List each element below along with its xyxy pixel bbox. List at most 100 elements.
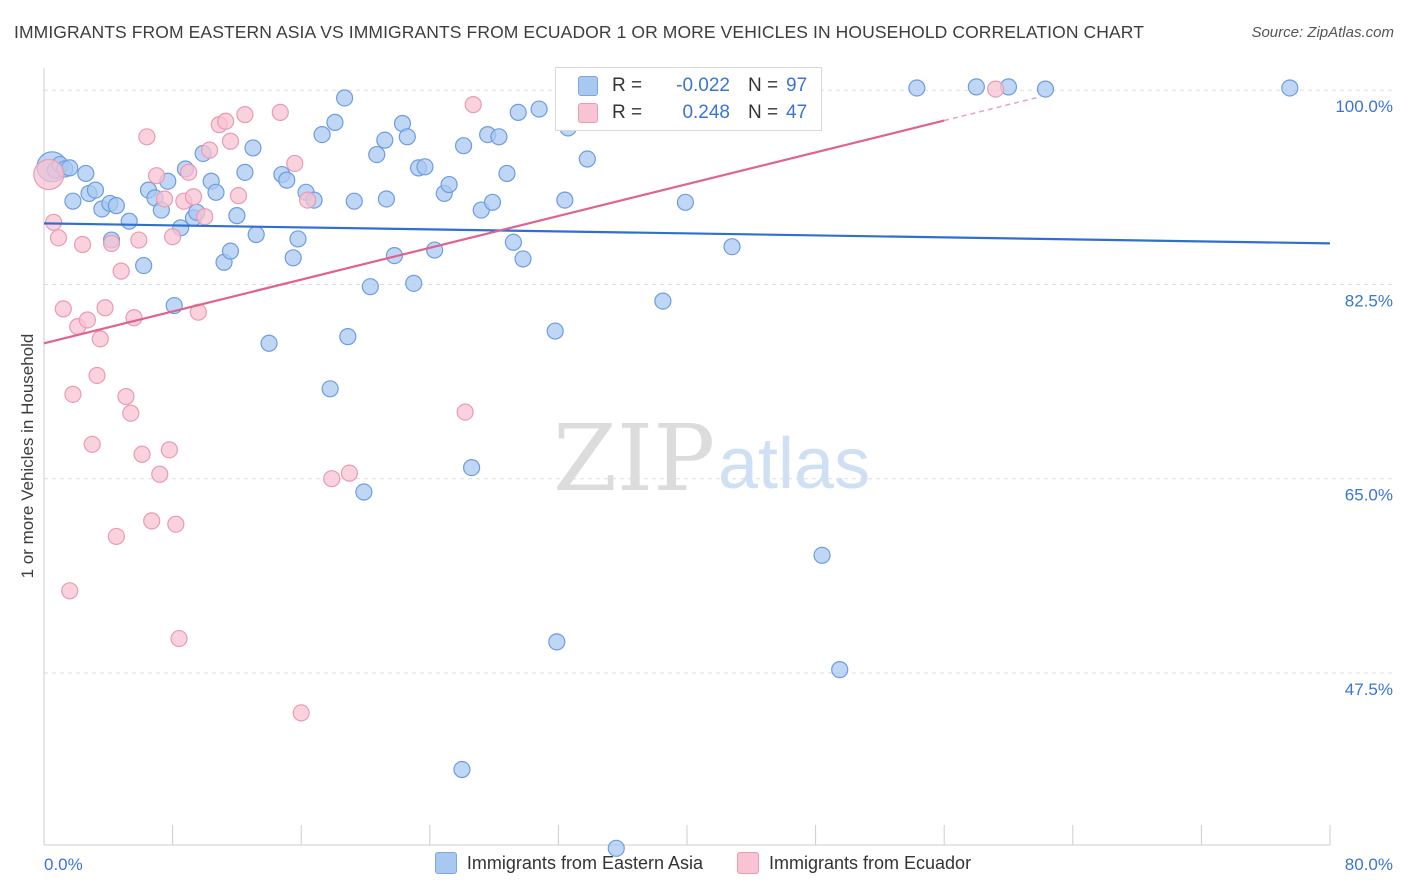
eastern-asia-point — [967, 78, 985, 96]
eastern-asia-point — [244, 139, 262, 157]
eastern-asia-point — [546, 322, 564, 340]
eastern-asia-point — [578, 150, 596, 168]
legend-swatch-eastern-asia — [578, 76, 598, 96]
ecuador-point — [78, 311, 97, 329]
watermark-atlas: atlas — [718, 424, 870, 504]
eastern-asia-point — [135, 256, 153, 275]
ecuador-point — [64, 385, 82, 403]
ecuador-point — [49, 229, 68, 247]
legend-row-eastern-asia: R = -0.022 N = 97 — [556, 72, 807, 100]
eastern-asia-point — [120, 212, 138, 230]
ecuador-point — [299, 191, 317, 209]
eastern-asia-point — [509, 103, 527, 122]
ecuador-point — [122, 404, 140, 422]
eastern-asia-point — [548, 633, 566, 651]
eastern-asia-point — [368, 145, 386, 164]
legend-n-value: 97 — [786, 75, 808, 96]
eastern-asia-point — [284, 249, 302, 267]
x-tick-label: 0.0% — [44, 855, 83, 874]
ecuador-point — [271, 103, 289, 122]
legend-n-key: N = — [748, 102, 779, 123]
watermark: ZIP atlas — [553, 405, 870, 512]
ecuador-trend-extension — [944, 95, 1041, 122]
ecuador-point — [323, 470, 341, 488]
ecuador-point — [147, 167, 166, 185]
eastern-asia-point — [483, 193, 502, 211]
legend-row-ecuador: R = 0.248 N = 47 — [556, 99, 807, 127]
eastern-asia-point — [228, 207, 246, 225]
ecuador-point — [164, 228, 182, 246]
eastern-asia-point — [355, 483, 373, 501]
eastern-asia-point — [813, 546, 831, 564]
series-legend-ecuador[interactable]: Immigrants from Ecuador — [737, 852, 971, 874]
ecuador-point — [102, 234, 121, 252]
chart-title: IMMIGRANTS FROM EASTERN ASIA VS IMMIGRAN… — [14, 22, 1144, 42]
ecuador-point — [151, 465, 169, 483]
eastern-asia-point — [405, 274, 423, 292]
eastern-asia-point — [1036, 80, 1055, 98]
eastern-asia-trend-line — [43, 222, 1331, 245]
ecuador-point — [184, 188, 203, 206]
trend-lines — [43, 95, 1331, 345]
ecuador-point — [200, 141, 219, 159]
y-tick-label: 65.0% — [1345, 486, 1393, 505]
ecuador-point — [160, 441, 178, 459]
eastern-asia-point — [530, 100, 548, 118]
watermark-zip: ZIP — [553, 405, 715, 512]
ecuador-point — [107, 527, 125, 546]
ecuador-point — [155, 190, 174, 208]
correlation-legend: R = -0.022 N = 97 R = 0.248 N = 47 — [555, 67, 822, 131]
ecuador-point — [236, 106, 254, 124]
eastern-asia-point — [398, 128, 416, 146]
legend-r-value: -0.022 — [676, 75, 730, 96]
eastern-asia-point — [336, 89, 354, 107]
eastern-asia-point — [676, 193, 694, 211]
ecuador-point — [286, 154, 304, 173]
eastern-asia-point — [260, 334, 278, 352]
ecuador-point — [130, 231, 148, 249]
y-tick-label: 100.0% — [1335, 97, 1393, 116]
eastern-asia-point — [498, 164, 516, 183]
eastern-asia-point — [377, 190, 395, 208]
ecuador-point — [217, 112, 235, 130]
legend-n-value: 47 — [786, 102, 808, 123]
eastern-asia-point — [339, 328, 357, 346]
ecuador-point — [221, 132, 240, 150]
series-ecuador-points — [33, 80, 1005, 722]
eastern-asia-point — [514, 250, 532, 268]
eastern-asia-point — [313, 126, 331, 144]
tick-labels: 100.0% 82.5% 65.0% 47.5% 0.0% 80.0% — [44, 97, 1393, 874]
ecuador-point — [45, 213, 63, 231]
ecuador-point — [88, 366, 106, 385]
series-legend-eastern-asia[interactable]: Immigrants from Eastern Asia — [434, 852, 703, 874]
ecuador-point — [112, 262, 130, 280]
ecuador-point — [456, 403, 474, 421]
legend-r-key: R = — [612, 102, 643, 123]
eastern-asia-point — [221, 242, 240, 260]
eastern-asia-point — [207, 183, 225, 201]
series-legend-label: Immigrants from Ecuador — [769, 852, 972, 873]
eastern-asia-point — [607, 839, 625, 857]
eastern-asia-point — [490, 128, 508, 146]
eastern-asia-point — [86, 181, 105, 199]
eastern-asia-point — [361, 278, 379, 296]
ecuador-point — [117, 387, 135, 406]
ecuador-point — [987, 80, 1005, 98]
series-legend-label: Immigrants from Eastern Asia — [466, 852, 703, 873]
eastern-asia-point — [454, 137, 473, 155]
ecuador-trend-line — [43, 119, 945, 345]
ecuador-point — [61, 582, 79, 600]
eastern-asia-point — [556, 191, 574, 209]
ecuador-point — [180, 163, 198, 181]
ecuador-point — [96, 299, 114, 317]
source-label: Source: ZipAtlas.com — [1251, 24, 1394, 41]
eastern-asia-point — [289, 230, 307, 248]
eastern-asia-point — [278, 171, 296, 189]
eastern-asia-point — [908, 79, 926, 97]
eastern-asia-point — [321, 380, 339, 398]
ecuador-point — [83, 435, 101, 453]
ecuador-point — [133, 445, 151, 463]
series-swatch-eastern-asia — [434, 852, 457, 874]
ecuador-point — [138, 128, 156, 146]
